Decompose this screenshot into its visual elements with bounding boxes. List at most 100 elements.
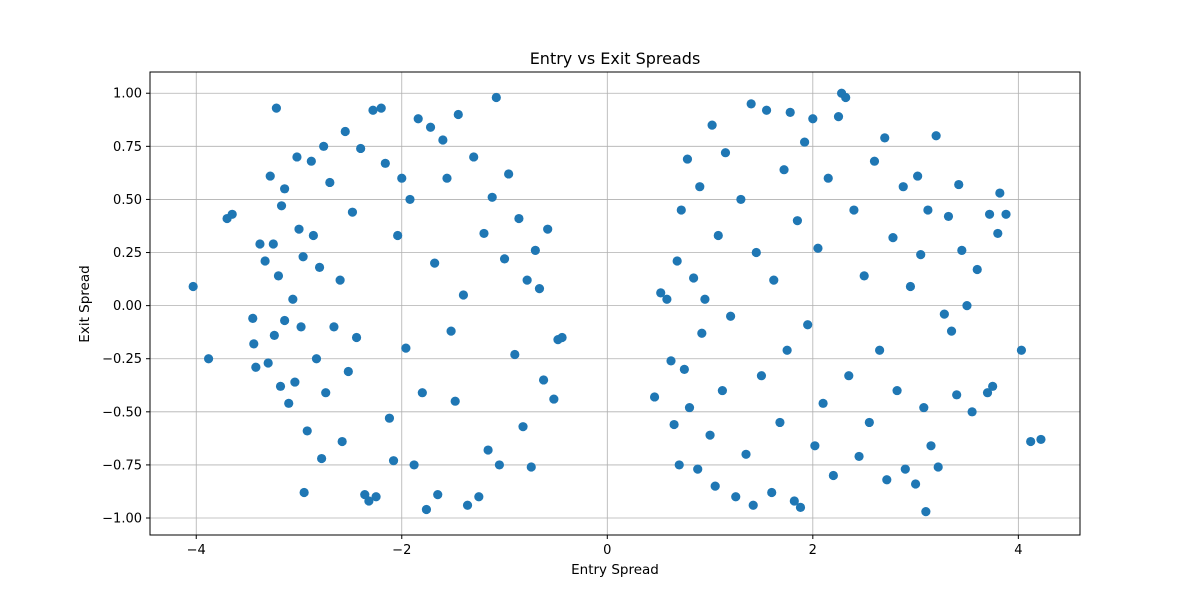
scatter-point <box>413 114 423 124</box>
scatter-point <box>499 254 510 264</box>
scatter-point <box>988 381 998 391</box>
scatter-point <box>875 345 885 355</box>
x-axis-ticks: −4 −2 0 2 4 <box>187 535 1022 558</box>
scatter-point <box>474 492 484 502</box>
scatter-point <box>510 349 520 360</box>
scatter-point <box>849 205 859 215</box>
scatter-point <box>1001 209 1011 219</box>
scatter-point <box>401 343 411 353</box>
scatter-point <box>707 120 717 130</box>
scatter-point <box>384 413 395 423</box>
scatter-point <box>841 92 851 103</box>
scatter-point <box>397 173 407 183</box>
scatter-point <box>380 158 390 168</box>
scatter-point <box>913 171 923 181</box>
scatter-point <box>280 184 290 194</box>
scatter-point <box>371 492 381 502</box>
scatter-point <box>288 294 298 304</box>
scatter-point <box>693 464 703 474</box>
scatter-point <box>347 207 358 217</box>
scatter-point <box>438 135 448 145</box>
scatter-point <box>321 388 331 398</box>
scatter-point <box>933 462 943 472</box>
scatter-point <box>227 209 237 219</box>
scatter-point <box>329 322 339 332</box>
scatter-point <box>549 394 559 404</box>
scatter-point <box>319 141 329 151</box>
chart-title: Entry vs Exit Spreads <box>530 49 701 68</box>
scatter-point <box>666 356 676 366</box>
scatter-point <box>669 419 679 430</box>
scatter-point <box>859 271 869 281</box>
scatter-point <box>713 230 723 241</box>
scatter-point <box>280 315 290 326</box>
scatter-point <box>710 481 720 491</box>
scatter-point <box>268 239 278 249</box>
scatter-point <box>888 233 898 243</box>
y-tick-label: 0.25 <box>113 246 142 261</box>
scatter-point <box>299 487 309 498</box>
scatter-point <box>954 179 964 190</box>
scatter-point <box>421 504 432 515</box>
y-tick-label: −1.00 <box>102 512 142 527</box>
scatter-point <box>306 156 316 166</box>
scatter-point <box>939 309 949 319</box>
scatter-point <box>880 133 890 143</box>
scatter-point <box>433 490 443 500</box>
y-tick-label: 0.75 <box>113 140 142 155</box>
data-points <box>188 88 1046 517</box>
scatter-point <box>494 460 504 470</box>
y-tick-label: −0.75 <box>102 458 142 473</box>
scatter-point <box>483 445 493 455</box>
plot-area-frame <box>149 71 1081 536</box>
scatter-point <box>662 294 672 304</box>
scatter-point <box>769 275 779 285</box>
scatter-point <box>356 143 366 154</box>
scatter-point <box>450 396 460 406</box>
scatter-point <box>518 422 528 432</box>
x-tick-label: 2 <box>809 543 817 558</box>
scatter-point <box>275 381 286 391</box>
scatter-point <box>409 460 419 470</box>
scatter-point <box>255 239 265 249</box>
grid-lines <box>150 72 1080 535</box>
scatter-point <box>530 245 540 256</box>
scatter-point <box>425 122 436 132</box>
scatter-point <box>271 103 281 113</box>
scatter-point <box>751 247 761 258</box>
scatter-point <box>962 301 972 311</box>
scatter-point <box>453 109 463 120</box>
scatter-point <box>405 194 415 205</box>
scatter-point <box>946 326 957 336</box>
scatter-point <box>251 362 261 372</box>
y-tick-label: −0.50 <box>102 405 142 420</box>
scatter-point <box>726 311 736 321</box>
scatter-point <box>717 385 727 396</box>
scatter-point <box>203 354 214 364</box>
scatter-point <box>290 377 300 387</box>
y-tick-label: −0.25 <box>102 352 142 367</box>
scatter-point <box>736 194 746 205</box>
scatter-point <box>957 245 967 256</box>
scatter-point <box>921 507 931 517</box>
scatter-point <box>1026 436 1036 447</box>
scatter-point <box>795 502 806 512</box>
scatter-point <box>376 103 386 113</box>
scatter-point <box>557 332 567 343</box>
scatter-point <box>325 177 335 188</box>
scatter-point <box>248 313 258 323</box>
scatter-point <box>799 137 810 147</box>
scatter-point <box>1016 345 1027 355</box>
scatter-point <box>442 173 452 183</box>
scatter-point <box>672 256 682 266</box>
scatter-point <box>789 496 799 506</box>
scatter-point <box>314 262 325 272</box>
y-axis-title: Exit Spread <box>77 265 93 342</box>
scatter-point <box>335 275 345 285</box>
scatter-point <box>337 436 347 447</box>
scatter-point <box>982 388 993 398</box>
scatter-point <box>892 385 902 396</box>
scatter-point <box>294 224 304 234</box>
scatter-point <box>854 451 864 462</box>
scatter-point <box>684 402 695 413</box>
